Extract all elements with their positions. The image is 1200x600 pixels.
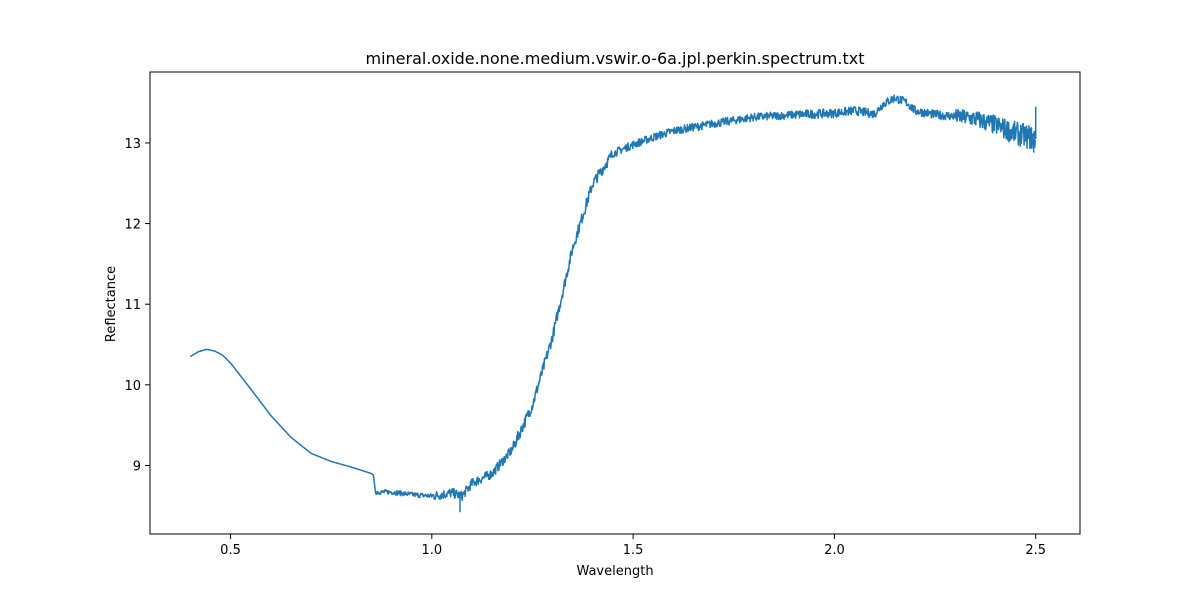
chart-title: mineral.oxide.none.medium.vswir.o-6a.jpl… xyxy=(366,49,865,68)
y-tick-label: 9 xyxy=(133,459,141,474)
x-tick-label: 1.5 xyxy=(623,543,644,558)
x-tick-label: 0.5 xyxy=(220,543,241,558)
axes-frame xyxy=(149,71,1081,535)
y-tick-label: 13 xyxy=(124,137,141,152)
x-axis-ticks: 0.5 1.0 1.5 2.0 2.5 xyxy=(220,534,1046,558)
x-axis-label: Wavelength xyxy=(576,564,653,579)
y-tick-label: 10 xyxy=(124,379,141,394)
y-axis-ticks: 9 10 11 12 13 xyxy=(124,137,150,474)
x-tick-label: 1.0 xyxy=(421,543,442,558)
y-tick-label: 12 xyxy=(124,218,141,233)
y-axis-label: Reflectance xyxy=(104,266,119,342)
plot-area xyxy=(149,71,1081,535)
y-tick-label: 11 xyxy=(124,298,141,313)
x-tick-label: 2.0 xyxy=(824,543,845,558)
x-tick-label: 2.5 xyxy=(1025,543,1046,558)
series-line-0 xyxy=(189,94,1037,502)
